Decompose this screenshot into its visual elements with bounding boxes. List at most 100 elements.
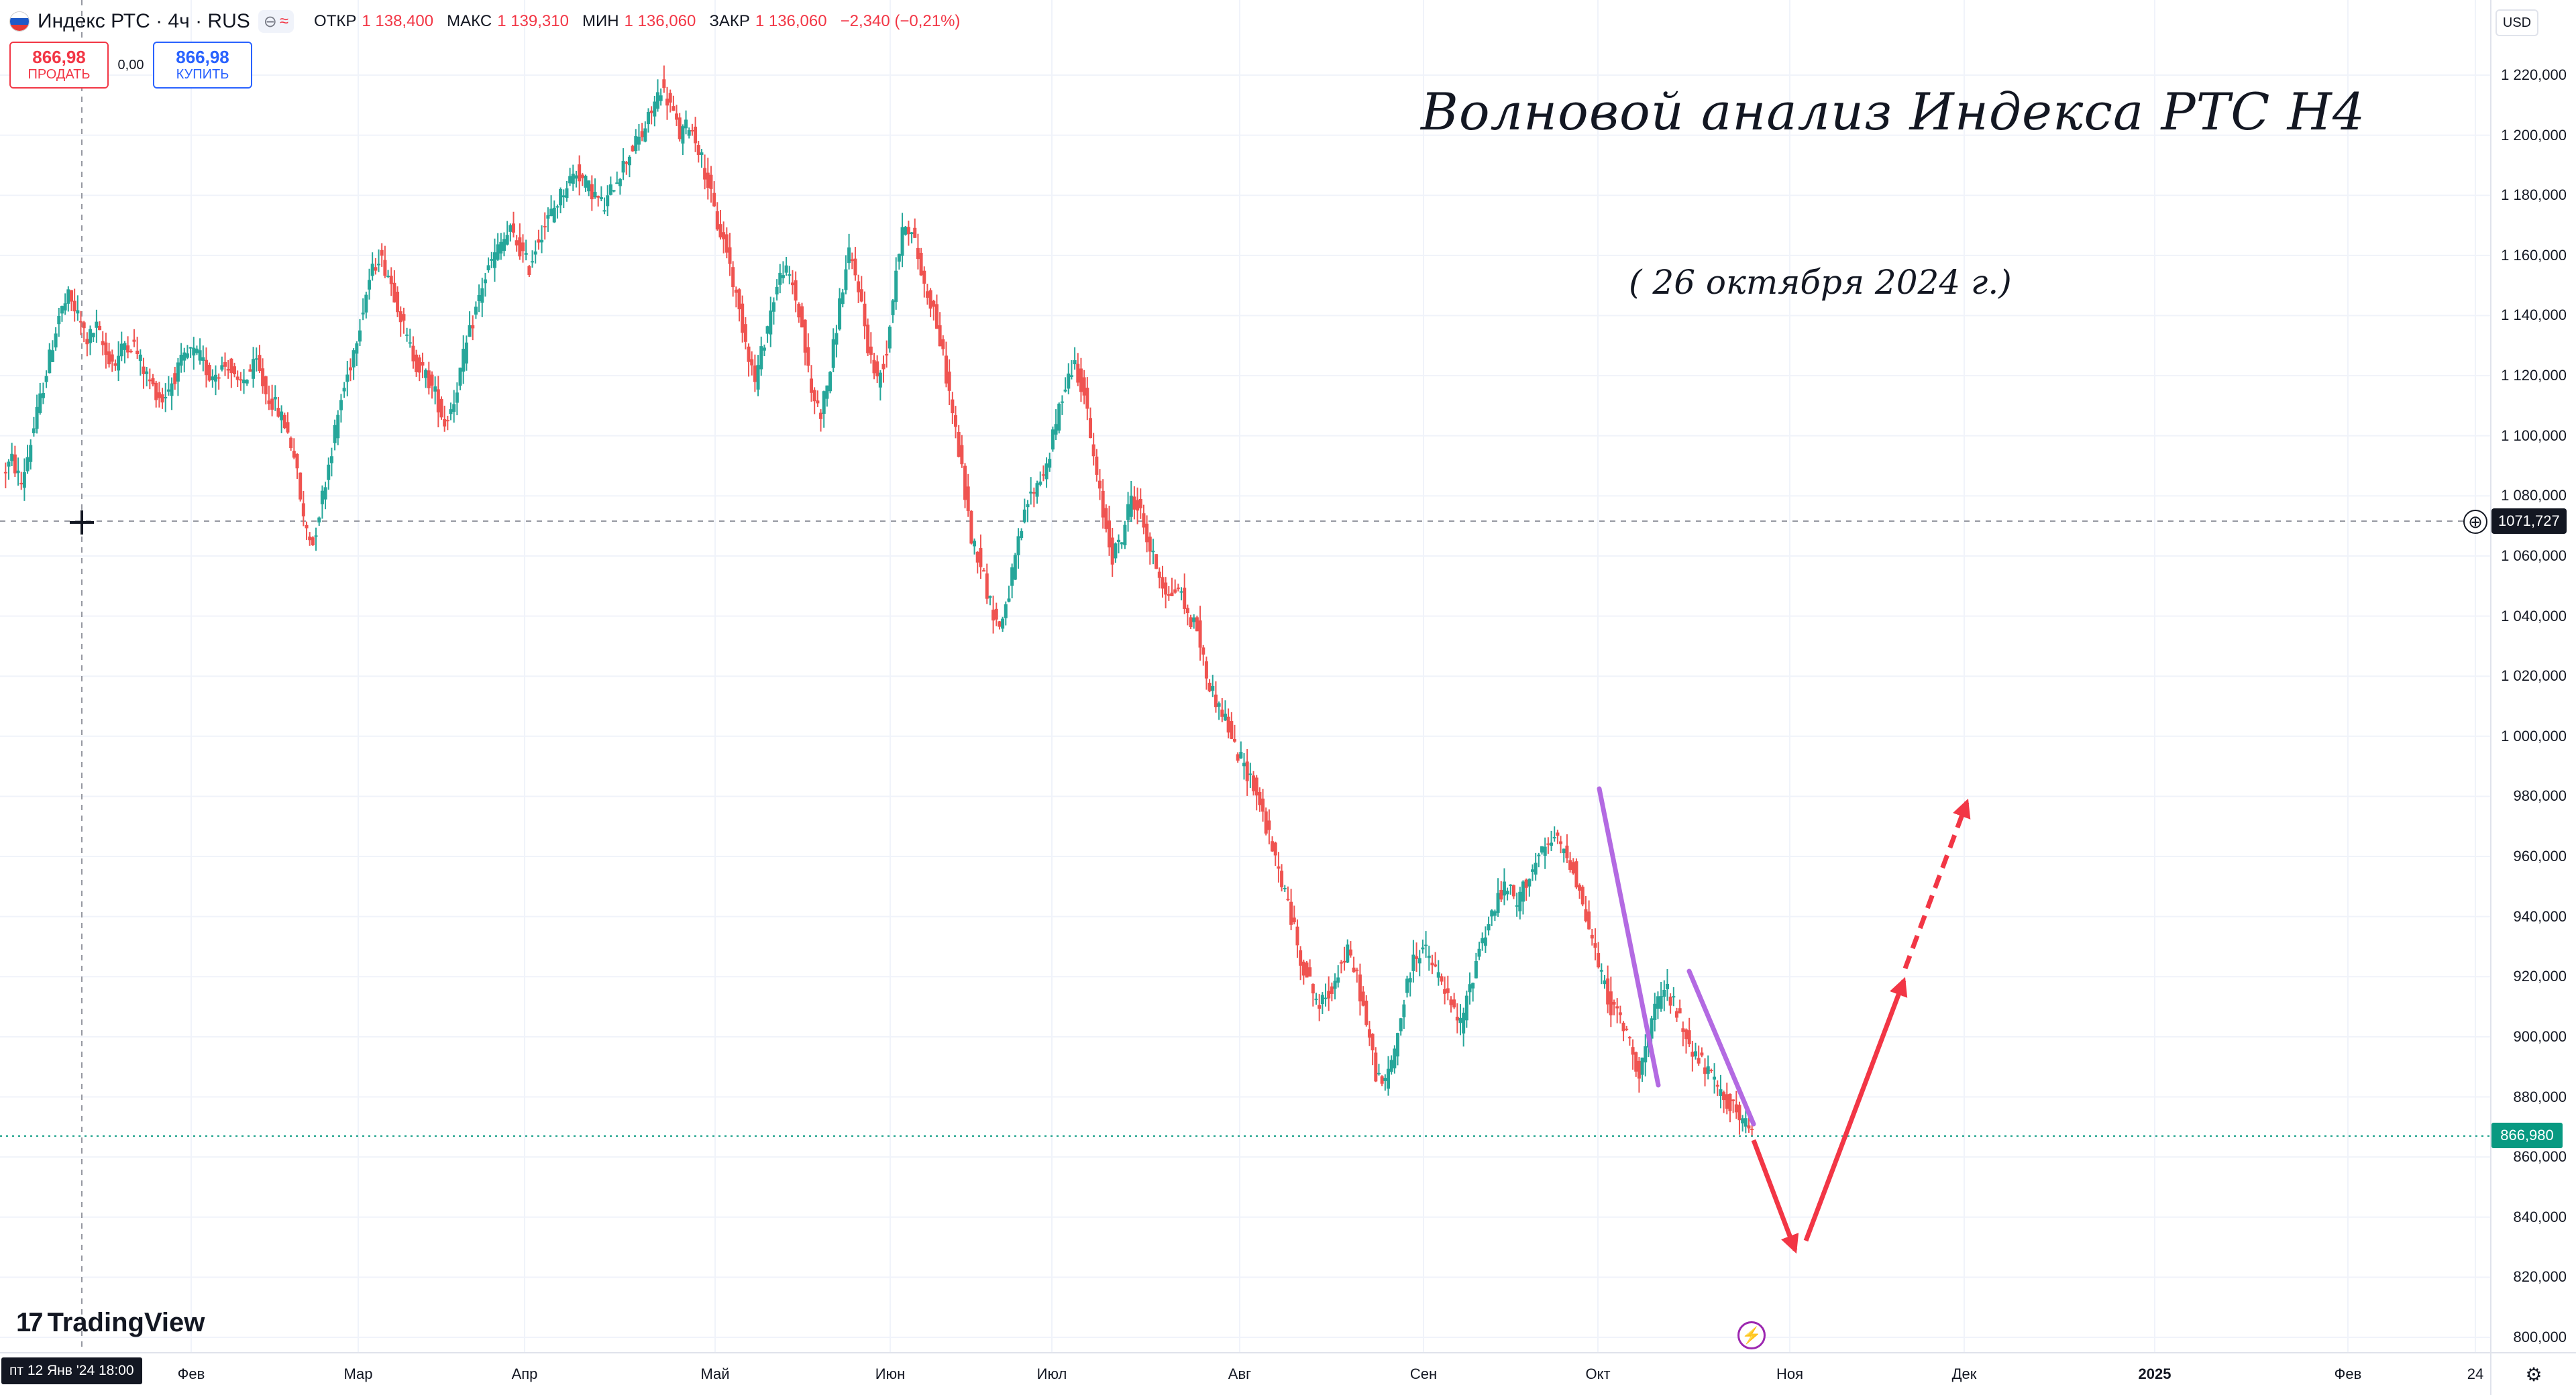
candle-body — [41, 392, 45, 398]
candle-body — [515, 240, 519, 245]
candle-body — [1578, 885, 1582, 891]
candle-body — [1606, 978, 1610, 1005]
wave-trendline-2[interactable] — [1686, 968, 1756, 1127]
candle-body — [1283, 888, 1287, 890]
candle-body — [1101, 490, 1105, 518]
price-tick-label: 820,000 — [2513, 1268, 2567, 1286]
candle-body — [1136, 500, 1140, 511]
price-scale[interactable]: 1 220,000 1 200,000 1 180,000 1 160,000 1 14… — [2490, 0, 2576, 1352]
candle-body — [264, 376, 268, 394]
annotation-title[interactable]: Волновой анализ Индекса РТС Н4 — [1421, 82, 2366, 142]
candle-body — [1481, 938, 1485, 944]
candle-body — [724, 234, 729, 253]
candle-body — [377, 264, 381, 266]
candle-body — [154, 382, 158, 400]
candle-body — [1396, 1033, 1400, 1057]
candle-body — [245, 380, 249, 384]
candle-body — [1668, 997, 1672, 1006]
candle-body — [998, 621, 1002, 627]
candle-body — [430, 374, 434, 386]
candle-body — [1352, 967, 1356, 972]
candle-body — [828, 372, 833, 392]
candle-body — [132, 339, 136, 342]
candle-body — [1521, 881, 1525, 902]
candle-body — [1073, 360, 1077, 365]
candle-body — [533, 251, 537, 255]
candle-body — [741, 303, 745, 333]
candle-body — [982, 570, 986, 572]
candle-body — [1421, 947, 1425, 950]
price-tick-label: 1 160,000 — [2501, 246, 2567, 264]
tradingview-logo[interactable]: 17 TradingView — [16, 1308, 205, 1338]
candle-body — [1151, 551, 1155, 553]
candle-body — [1653, 1003, 1657, 1020]
candle-body — [819, 412, 823, 419]
candle-body — [1659, 996, 1663, 1009]
candle-body — [129, 351, 133, 353]
candle-body — [1697, 1058, 1701, 1064]
candle-body — [198, 350, 202, 361]
symbol-title[interactable]: Индекс РТС · 4ч · RUS — [38, 10, 250, 32]
indicator-toggle[interactable]: ⊖ ≈ — [258, 10, 294, 33]
candle-body — [1348, 949, 1352, 956]
candle-body — [574, 175, 578, 179]
candle-body — [1672, 996, 1676, 998]
candle-body — [170, 383, 174, 396]
lightning-event-icon[interactable]: ⚡ — [1737, 1321, 1766, 1349]
forecast-arrow-up[interactable] — [1803, 976, 1908, 1242]
price-tick-label: 1 040,000 — [2501, 607, 2567, 624]
hide-icon[interactable]: ⊖ — [263, 12, 277, 31]
forecast-arrow-down[interactable] — [1751, 1139, 1799, 1254]
candle-body — [762, 347, 766, 351]
candle-body — [985, 573, 989, 599]
candle-body — [540, 239, 544, 243]
candle-body — [888, 327, 892, 349]
candle-body — [308, 537, 312, 541]
candle-body — [1336, 977, 1340, 983]
candle-body — [1129, 496, 1133, 517]
crosshair-price-label: 1071,727 — [2491, 508, 2567, 534]
candle-body — [1057, 403, 1061, 431]
candle-body — [944, 355, 948, 384]
candle-body — [1737, 1105, 1741, 1121]
sell-button[interactable]: 866,98 ПРОДАТЬ — [9, 42, 109, 89]
candle-body — [1048, 459, 1052, 468]
annotation-date[interactable]: ( 26 октября 2024 г.) — [1629, 263, 2012, 302]
candle-body — [1346, 944, 1350, 963]
candle-body — [1258, 791, 1262, 805]
buy-button[interactable]: 866,98 КУПИТЬ — [153, 42, 252, 89]
candle-body — [1001, 618, 1005, 629]
time-scale[interactable]: Фев Мар Апр Май Июн Июл Авг Сен Окт Ноя Дек 2025 Фев… — [0, 1352, 2490, 1395]
candle-body — [1245, 761, 1249, 781]
candle-body — [166, 389, 170, 392]
candle-body — [1621, 1022, 1625, 1031]
candle-body — [474, 306, 478, 315]
candle-body — [1700, 1052, 1704, 1056]
candle-body — [1455, 1016, 1459, 1021]
candle-body — [486, 265, 490, 271]
forecast-arrow-dashed[interactable] — [1902, 798, 1971, 970]
wave-icon[interactable]: ≈ — [279, 12, 289, 30]
time-tick-label: 24 — [2467, 1365, 2484, 1382]
candle-body — [1449, 999, 1453, 1005]
candle-body — [402, 314, 406, 321]
candle-body — [878, 372, 882, 388]
candle-body — [3, 471, 7, 473]
price-chart[interactable] — [0, 0, 2490, 1352]
candle-body — [838, 298, 842, 330]
candle-body — [694, 126, 698, 144]
chart-area[interactable] — [0, 0, 2490, 1352]
price-tick-label: 1 020,000 — [2501, 667, 2567, 685]
wave-trendline-1[interactable] — [1597, 786, 1661, 1088]
candle-body — [1543, 846, 1547, 856]
candle-body — [1546, 843, 1550, 845]
add-alert-plus-icon[interactable]: ⊕ — [2463, 510, 2487, 534]
currency-button[interactable]: USD — [2496, 9, 2538, 36]
time-tick-label: Фев — [2334, 1365, 2362, 1382]
candle-body — [462, 349, 466, 372]
candle-body — [675, 113, 679, 120]
candle-body — [370, 264, 374, 276]
chart-settings-gear-icon[interactable]: ⚙ — [2490, 1352, 2576, 1395]
candle-body — [1301, 961, 1305, 976]
candle-body — [894, 270, 898, 302]
